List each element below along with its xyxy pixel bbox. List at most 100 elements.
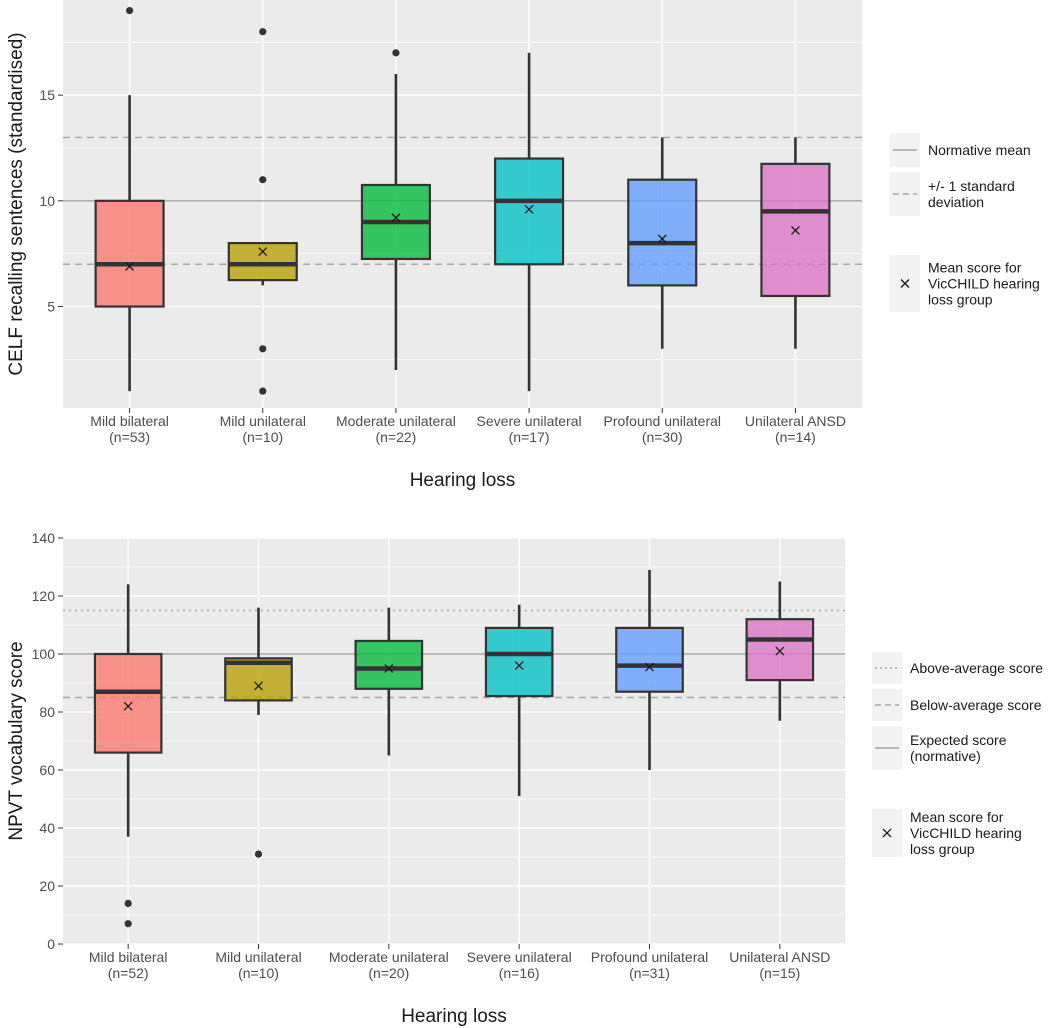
legend-label: deviation [928,194,984,210]
mean-marker [775,646,785,656]
box-4 [484,604,554,797]
legend-label: Normative mean [928,142,1031,158]
x-tick-count: (n=30) [642,429,683,445]
x-tick-label: Mild bilateral [90,413,169,429]
box-iqr [745,618,815,682]
box-iqr [93,652,163,754]
x-tick-label: Unilateral ANSD [745,413,846,429]
mean-marker [391,213,401,223]
y-tick-label: 20 [39,878,55,894]
box-6 [745,581,815,721]
y-tick-label: 100 [32,646,56,662]
box-6 [760,137,831,349]
box-iqr [484,626,554,698]
x-tick-label: Moderate unilateral [336,413,456,429]
y-tick-label: 0 [47,936,55,952]
x-tick-count: (n=52) [108,965,149,981]
legend-label: loss group [910,841,975,857]
box-iqr [224,657,293,702]
x-tick-label: Mild bilateral [89,949,168,965]
mean-marker [125,261,135,271]
mean-marker-stroke [775,646,785,656]
outlier-point [259,176,267,184]
x-tick-label: Moderate unilateral [329,949,449,965]
legend-item-solid: Expected score(normative) [872,726,1007,770]
legend-label: (normative) [910,748,981,764]
mean-marker-stroke [790,225,800,235]
x-tick-label: Mild unilateral [220,413,306,429]
mean-marker [258,247,268,257]
x-tick-count: (n=15) [759,965,800,981]
legend-label: +/- 1 standard [928,178,1015,194]
y-tick-label: 40 [39,820,55,836]
outlier-point [254,850,263,858]
box-1 [94,6,165,392]
x-tick-count: (n=20) [368,965,409,981]
outlier-point [125,6,134,15]
box-2 [227,28,298,395]
box-1 [93,584,163,928]
mean-marker [524,204,534,214]
box-iqr [494,157,565,266]
box-iqr [354,639,424,690]
box-3 [360,49,431,370]
box-iqr [627,178,698,287]
legend-item-solid: Normative mean [890,133,1031,167]
legend: Above-average score Below-average score Ex… [872,652,1043,857]
y-tick-label: 15 [39,87,55,103]
mean-marker-stroke [391,213,401,223]
x-tick-count: (n=31) [629,965,670,981]
x-tick-count: (n=10) [242,429,283,445]
mean-marker [254,681,263,691]
y-tick-label: 140 [32,530,56,546]
legend-label: Mean score for [910,809,1004,825]
y-tick-label: 60 [39,762,55,778]
mean-marker-stroke [258,247,268,257]
x-axis-title: Hearing loss [410,470,516,491]
outlier-point [259,387,267,395]
mean-marker [657,234,667,244]
box-iqr [615,626,684,693]
outlier-point [392,49,400,57]
mean-marker-stroke [514,661,524,671]
legend-mean-icon [900,279,910,288]
legend-label: Below-average score [910,697,1042,713]
box-iqr [94,199,165,308]
outlier-point [259,28,267,36]
x-tick-label: Mild unilateral [215,949,301,965]
box-4 [494,52,565,392]
box-iqr [227,242,298,282]
mean-marker [790,225,800,235]
mean-marker [645,662,654,672]
y-axis-title: NPVT vocabulary score [6,641,27,840]
box-2 [224,607,293,858]
outlier-point [124,920,132,928]
legend-label: loss group [928,292,993,308]
x-tick-count: (n=14) [775,429,816,445]
x-tick-count: (n=17) [509,429,550,445]
box-3 [354,607,424,756]
x-tick-count: (n=10) [238,965,279,981]
mean-marker-stroke [125,261,135,271]
x-tick-label: Profound unilateral [603,413,721,429]
legend-label: Expected score [910,732,1007,748]
y-tick-label: 80 [39,704,55,720]
mean-marker [514,661,524,671]
x-tick-label: Profound unilateral [591,949,709,965]
x-tick-label: Unilateral ANSD [729,949,830,965]
legend-label: Mean score for [928,260,1022,276]
mean-marker-stroke [123,701,133,711]
mean-marker-stroke [384,664,394,673]
box-5 [627,137,698,349]
legend-label: VicCHILD hearing [910,825,1022,841]
x-axis-title: Hearing loss [401,1006,507,1027]
x-tick-label: Severe unilateral [477,413,582,429]
mean-marker-stroke [254,681,263,691]
legend-mean-icon [882,828,892,838]
legend-label: Above-average score [910,660,1043,676]
mean-marker [123,701,133,711]
